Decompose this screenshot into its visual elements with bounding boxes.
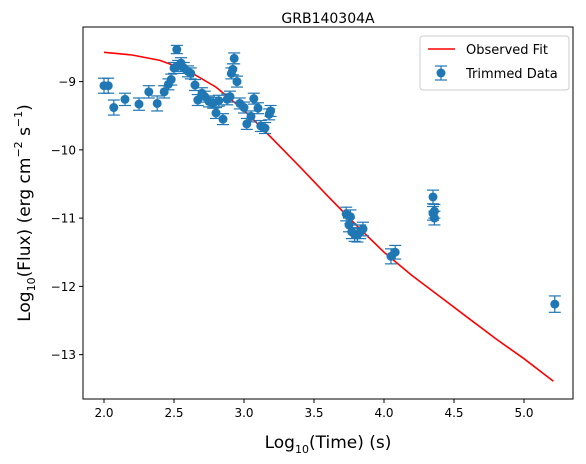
plot-marks bbox=[98, 44, 561, 382]
data-point bbox=[228, 64, 238, 74]
legend-data-label: Trimmed Data bbox=[465, 67, 558, 82]
x-tick-label: 3.5 bbox=[304, 406, 323, 420]
x-axis-ticks: 2.0 2.5 3.0 3.5 4.0 4.5 5.0 bbox=[94, 399, 534, 420]
data-point bbox=[103, 81, 113, 91]
data-point bbox=[345, 212, 355, 222]
data-point bbox=[172, 45, 182, 55]
data-point bbox=[550, 299, 560, 309]
data-point bbox=[211, 108, 221, 118]
legend: Observed Fit Trimmed Data bbox=[419, 35, 570, 91]
y-axis-label: Log10(Flux) (erg cm−2 s−1) bbox=[12, 104, 38, 322]
data-point bbox=[109, 103, 119, 113]
data-point bbox=[249, 94, 259, 104]
y-tick-label: −10 bbox=[51, 143, 76, 157]
chart-title: GRB140304A bbox=[281, 11, 375, 27]
legend-fit-label: Observed Fit bbox=[466, 43, 548, 58]
x-tick-label: 3.0 bbox=[234, 406, 253, 420]
data-point bbox=[214, 96, 224, 106]
data-point bbox=[134, 99, 144, 109]
data-point bbox=[225, 92, 235, 102]
x-tick-label: 4.5 bbox=[444, 406, 463, 420]
x-tick-label: 4.0 bbox=[374, 406, 393, 420]
data-point bbox=[239, 103, 249, 113]
legend-data-marker bbox=[436, 68, 446, 78]
legend-box bbox=[419, 35, 570, 91]
x-tick-label: 5.0 bbox=[514, 406, 533, 420]
data-point bbox=[390, 247, 400, 257]
y-tick-label: −9 bbox=[58, 75, 76, 89]
data-point bbox=[260, 123, 270, 133]
fit-line bbox=[103, 51, 554, 382]
data-point bbox=[429, 206, 439, 216]
y-tick-label: −13 bbox=[51, 348, 76, 362]
data-point bbox=[186, 68, 196, 78]
data-point bbox=[358, 224, 368, 234]
data-point bbox=[229, 53, 239, 63]
y-tick-label: −11 bbox=[51, 212, 76, 226]
y-tick-label: −12 bbox=[51, 280, 76, 294]
data-point bbox=[120, 94, 130, 104]
data-point bbox=[266, 106, 276, 116]
data-point bbox=[166, 75, 176, 85]
data-point bbox=[152, 98, 162, 108]
data-point bbox=[144, 87, 154, 97]
plot-frame bbox=[82, 26, 574, 400]
x-axis-label: Log10(Time) (s) bbox=[265, 433, 392, 456]
y-axis-ticks: −9 −10 −11 −12 −13 bbox=[51, 75, 83, 362]
data-point bbox=[218, 114, 228, 124]
x-tick-label: 2.0 bbox=[94, 406, 113, 420]
data-point bbox=[428, 192, 438, 202]
data-point bbox=[253, 103, 263, 113]
data-point bbox=[232, 77, 242, 87]
legend-data-swatch bbox=[435, 65, 447, 81]
x-tick-label: 2.5 bbox=[164, 406, 183, 420]
